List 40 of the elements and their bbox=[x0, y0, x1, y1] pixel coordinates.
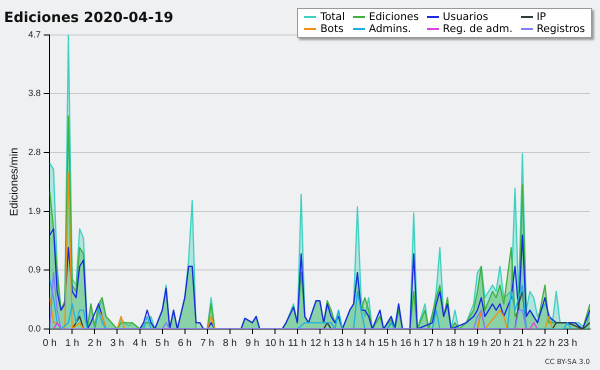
legend-label: Reg. de adm. bbox=[442, 23, 513, 35]
y-tick-label: 2.8 bbox=[28, 146, 41, 157]
y-tick-label: 0.0 bbox=[28, 323, 41, 334]
x-tick-label: 12 h bbox=[310, 338, 330, 349]
x-tick-label: 14 h bbox=[355, 338, 375, 349]
legend-label: Usuarios bbox=[442, 11, 488, 23]
x-tick-label: 15 h bbox=[378, 338, 398, 349]
x-tick-label: 8 h bbox=[222, 338, 237, 349]
x-tick-label: 7 h bbox=[200, 338, 214, 349]
y-tick-label: 4.7 bbox=[28, 29, 41, 40]
x-tick-label: 16 h bbox=[400, 338, 420, 349]
x-tick-label: 20 h bbox=[490, 338, 510, 349]
x-tick-label: 1 h bbox=[65, 338, 80, 349]
chart-title: Ediciones 2020-04-19 bbox=[4, 10, 174, 26]
y-tick-label: 1.9 bbox=[28, 206, 41, 216]
legend-label: Admins. bbox=[368, 23, 412, 35]
x-tick-label: 23 h bbox=[558, 338, 578, 349]
x-tick-label: 3 h bbox=[110, 338, 124, 349]
y-tick-label: 0.9 bbox=[28, 264, 41, 275]
x-tick-label: 4 h bbox=[132, 338, 147, 349]
x-tick-label: 11 h bbox=[288, 338, 307, 349]
x-tick-label: 17 h bbox=[422, 338, 442, 349]
legend-label: Bots bbox=[320, 23, 344, 35]
x-tick-label: 13 h bbox=[332, 338, 352, 349]
x-tick-label: 22 h bbox=[535, 338, 555, 349]
x-tick-label: 0 h bbox=[42, 338, 57, 349]
legend-label: Total bbox=[320, 11, 345, 23]
legend-label: IP bbox=[536, 11, 546, 23]
x-tick-label: 18 h bbox=[445, 338, 465, 349]
y-axis-title: Ediciones/min bbox=[8, 148, 21, 216]
x-tick-label: 19 h bbox=[468, 338, 488, 349]
legend-label: Registros bbox=[536, 23, 585, 35]
x-tick-label: 2 h bbox=[88, 338, 102, 349]
legend-label: Ediciones bbox=[368, 11, 419, 23]
x-tick-label: 5 h bbox=[155, 338, 170, 349]
x-tick-label: 9 h bbox=[245, 338, 260, 349]
y-tick-label: 3.8 bbox=[28, 88, 41, 98]
x-tick-label: 10 h bbox=[265, 338, 285, 349]
x-tick-label: 21 h bbox=[512, 338, 532, 349]
x-tick-label: 6 h bbox=[178, 338, 192, 349]
